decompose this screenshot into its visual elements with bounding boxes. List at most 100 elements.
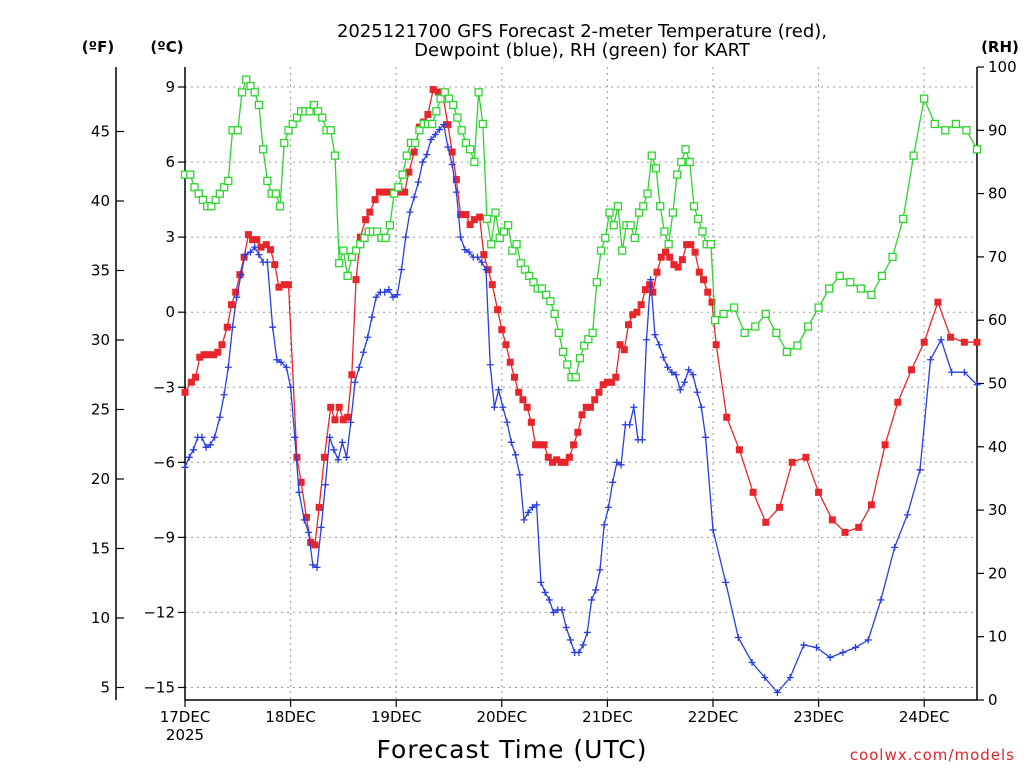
rh-point xyxy=(271,189,280,198)
rh-point xyxy=(601,233,610,243)
rh-point xyxy=(694,214,703,224)
fahrenheit-tick-label: 35 xyxy=(91,261,110,279)
celsius-tick-label: −3 xyxy=(153,378,175,396)
x-tick-label: 19DEC xyxy=(371,708,422,726)
rh-point xyxy=(814,303,823,312)
rh-point xyxy=(250,88,259,97)
temperature-point xyxy=(434,88,442,96)
dewpoint-point xyxy=(457,233,465,241)
rh-point xyxy=(254,100,264,110)
celsius-tick-label: −12 xyxy=(143,603,175,621)
temperature-point xyxy=(599,381,607,389)
temperature-point xyxy=(695,268,703,276)
temperature-point xyxy=(867,501,875,509)
rh-point xyxy=(580,341,589,350)
dewpoint-point xyxy=(948,368,956,376)
dewpoint-point xyxy=(937,336,945,344)
rh-point xyxy=(246,81,255,91)
temperature-point xyxy=(683,241,691,249)
temperature-point xyxy=(384,188,392,196)
temperature-point xyxy=(371,196,379,204)
dewpoint-point xyxy=(588,596,596,604)
fahrenheit-tick-label: 25 xyxy=(91,400,110,418)
rh-point xyxy=(318,113,327,122)
rh-point xyxy=(275,202,285,211)
credit-label: coolwx.com/models xyxy=(850,746,1015,764)
temperature-point xyxy=(253,236,261,244)
temperature-point xyxy=(532,441,540,449)
temperature-point xyxy=(548,458,556,466)
dewpoint-point xyxy=(381,288,389,296)
dewpoint-point xyxy=(973,381,981,389)
rh-point xyxy=(751,322,760,331)
temperature-point xyxy=(699,276,707,284)
dewpoint-point xyxy=(697,403,705,411)
dewpoint-point xyxy=(198,433,206,441)
dewpoint-point xyxy=(676,386,684,394)
dewpoint-point xyxy=(516,471,524,479)
rh-point xyxy=(525,271,534,281)
temperature-point xyxy=(396,188,404,196)
rh-point xyxy=(877,271,887,281)
dewpoint-point xyxy=(241,251,249,259)
celsius-tick-label: 3 xyxy=(165,228,175,246)
rh-point xyxy=(930,119,939,129)
temperature-point xyxy=(267,246,275,254)
temperature-point xyxy=(187,378,195,386)
dewpoint-point xyxy=(351,378,359,386)
temperature-point xyxy=(200,351,208,359)
celsius-tick-label: 9 xyxy=(165,78,175,96)
rh-point xyxy=(309,100,318,110)
temperature-point xyxy=(320,453,328,461)
temperature-point xyxy=(973,338,981,346)
rh-point xyxy=(542,290,551,300)
rh-point xyxy=(292,113,302,122)
rh-point xyxy=(512,240,521,249)
dewpoint-point xyxy=(246,248,254,256)
rh-point xyxy=(482,214,492,224)
temperature-point xyxy=(947,333,955,341)
rh-point xyxy=(495,233,504,243)
temperature-point xyxy=(297,478,305,486)
rh-point xyxy=(529,278,538,287)
rh-point xyxy=(592,278,601,287)
temperature-point xyxy=(331,416,339,424)
rh-point xyxy=(835,271,844,281)
temperature-point xyxy=(424,111,432,119)
dewpoint-point xyxy=(864,636,872,644)
dewpoint-point xyxy=(389,293,397,301)
celsius-unit-label: (ºC) xyxy=(150,38,183,56)
temperature-point xyxy=(284,281,292,289)
temperature-point xyxy=(315,503,323,511)
temperature-point xyxy=(466,221,474,229)
rh-point xyxy=(618,246,627,255)
rh-point xyxy=(898,214,908,224)
dewpoint-point xyxy=(343,453,351,461)
temperature-point xyxy=(802,453,810,461)
temperature-point xyxy=(232,288,240,296)
rh-point xyxy=(457,126,466,135)
rh-tick-label: 80 xyxy=(988,185,1007,203)
rh-point xyxy=(373,227,382,236)
rh-point xyxy=(444,94,454,103)
temperature-point xyxy=(591,396,599,404)
fahrenheit-tick-label: 10 xyxy=(91,609,110,627)
rh-point xyxy=(465,145,475,154)
temperature-point xyxy=(749,488,757,496)
temperature-point xyxy=(452,176,460,184)
rh-point xyxy=(491,208,500,217)
rh-point xyxy=(487,240,496,249)
dewpoint-point xyxy=(393,291,401,299)
rh-point xyxy=(803,322,813,331)
x-tick-label: 24DEC xyxy=(899,708,950,726)
rh-point xyxy=(198,195,208,205)
dewpoint-point xyxy=(826,653,834,661)
temperature-point xyxy=(881,441,889,449)
rh-point xyxy=(508,246,517,255)
temperature-point xyxy=(515,388,523,396)
dewpoint-point xyxy=(579,641,587,649)
x-tick-sublabel: 2025 xyxy=(166,726,204,744)
temperature-point xyxy=(574,428,582,436)
rh-point xyxy=(280,138,289,148)
